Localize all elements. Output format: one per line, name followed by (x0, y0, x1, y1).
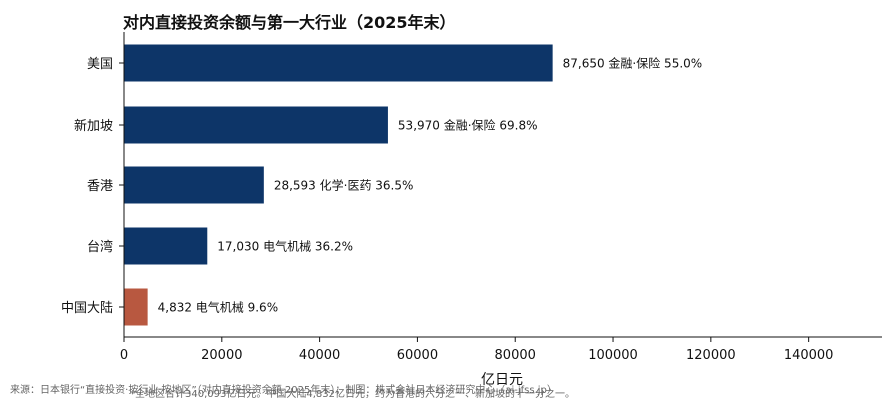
bar-value-label: 4,832 电气机械 9.6% (158, 300, 278, 315)
x-tick-label: 40000 (299, 348, 340, 363)
x-tick-label: 0 (120, 348, 128, 363)
bar-5 (124, 288, 148, 326)
footnote: *全地区合计340,093亿日元。中国大陆4,832亿日元，约为香港的六分之一、… (130, 389, 575, 400)
x-tick-label: 60000 (397, 348, 438, 363)
bar-1 (124, 44, 553, 82)
y-tick-label: 中国大陆 (61, 300, 113, 316)
chart-title: 对内直接投资余额与第一大行业（2025年末） (123, 13, 456, 32)
bar-4 (124, 227, 208, 265)
y-tick-label: 新加坡 (74, 118, 113, 134)
bars-group: 87,650 金融·保险 55.0% 53,970 金融·保险 69.8% 28,5… (124, 44, 703, 326)
bar-2 (124, 106, 388, 144)
bar-value-label: 17,030 电气机械 36.2% (217, 239, 353, 254)
bar-value-label: 28,593 化学·医药 36.5% (274, 178, 414, 193)
x-tick-label: 20000 (201, 348, 242, 363)
y-tick-label: 台湾 (87, 239, 113, 255)
bar-3 (124, 166, 264, 204)
y-tick-label: 香港 (87, 179, 113, 194)
x-tick-label: 140000 (784, 348, 834, 363)
bar-value-label: 87,650 金融·保险 55.0% (563, 56, 703, 71)
x-tick-label: 100000 (588, 348, 638, 363)
bar-value-label: 53,970 金融·保险 69.8% (398, 118, 538, 133)
y-tick-label: 美国 (87, 57, 113, 72)
x-tick-label: 80000 (495, 348, 536, 363)
source-note: 来源：日本银行“直接投资·按行业·按地区”（对内直接投资余额 2025年末）；制… (10, 385, 557, 396)
x-tick-label: 120000 (686, 348, 736, 363)
x-axis-label: 亿日元 (481, 372, 523, 388)
